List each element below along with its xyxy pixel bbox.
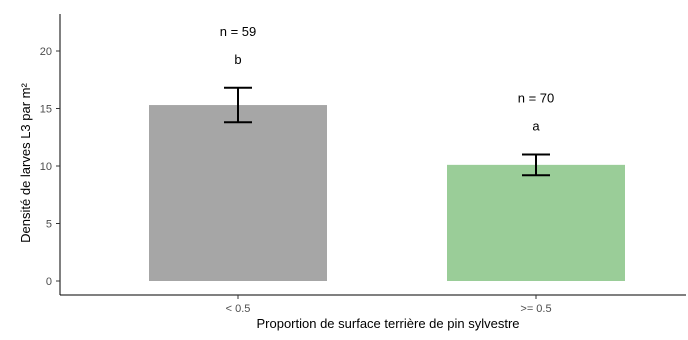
y-axis-title: Densité de larves L3 par m² [18,82,33,242]
significance-letter: b [234,52,241,67]
y-tick-label: 5 [46,219,52,231]
annotations-group: b n = 59 a n = 70 [220,24,555,134]
bar [149,105,327,281]
significance-letter: a [532,119,540,134]
y-tick-label: 20 [40,46,52,58]
y-tick-label: 10 [40,161,52,173]
sample-size-label: n = 70 [518,91,555,106]
x-tick-label: >= 0.5 [520,303,551,315]
bars-group [149,105,625,281]
sample-size-label: n = 59 [220,24,257,39]
y-tick-label: 0 [46,276,52,288]
error-bars-group [224,86,550,177]
x-tick-label: < 0.5 [226,303,251,315]
axes-group: 0 5 10 15 20 < 0.5 >= 0.5 [40,14,686,315]
bar [447,164,625,281]
x-axis-title: Proportion de surface terrière de pin sy… [256,316,519,331]
y-tick-label: 15 [40,104,52,116]
